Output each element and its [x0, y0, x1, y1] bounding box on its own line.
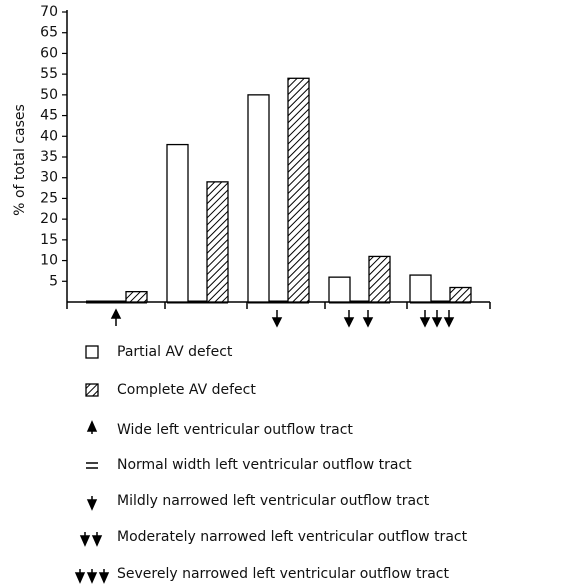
y-tick-label: 70	[40, 4, 58, 20]
y-tick-label: 25	[40, 190, 58, 206]
y-tick-label: 5	[49, 273, 58, 289]
bar	[247, 94, 270, 303]
annotation: Normal width left ventricular outflow tr…	[117, 457, 412, 473]
y-tick-label: 15	[40, 232, 58, 248]
annotation: Moderately narrowed left ventricular out…	[117, 529, 468, 545]
y-tick-label: 65	[40, 25, 58, 41]
y-tick-label: 10	[40, 253, 58, 269]
y-axis-title: % of total cases	[12, 104, 28, 216]
bar	[206, 181, 229, 303]
y-tick-label: 20	[40, 211, 58, 227]
annotation: Severely narrowed left ventricular outfl…	[117, 566, 449, 582]
annotation: Wide left ventricular outflow tract	[117, 422, 353, 438]
y-tick-label: 40	[40, 128, 58, 144]
legend-swatch	[85, 383, 99, 397]
group-arrows	[110, 308, 455, 328]
bar	[287, 77, 310, 303]
bar	[125, 290, 148, 303]
legend-label: Complete AV defect	[117, 382, 256, 398]
legend-swatch	[85, 345, 99, 359]
bar	[368, 255, 391, 303]
y-tick-label: 60	[40, 45, 58, 61]
y-tick-label: 55	[40, 66, 58, 82]
bar	[166, 143, 189, 303]
y-tick-label: 35	[40, 149, 58, 165]
legend-label: Partial AV defect	[117, 344, 233, 360]
y-tick-label: 50	[40, 87, 58, 103]
legend-symbols	[74, 420, 110, 584]
y-tick-label: 30	[40, 170, 58, 186]
bar	[409, 274, 432, 303]
y-tick-label: 45	[40, 108, 58, 124]
group-ticks	[66, 302, 491, 309]
annotation: Mildly narrowed left ventricular outflow…	[117, 493, 430, 509]
bar	[449, 286, 472, 303]
bar	[328, 276, 351, 303]
